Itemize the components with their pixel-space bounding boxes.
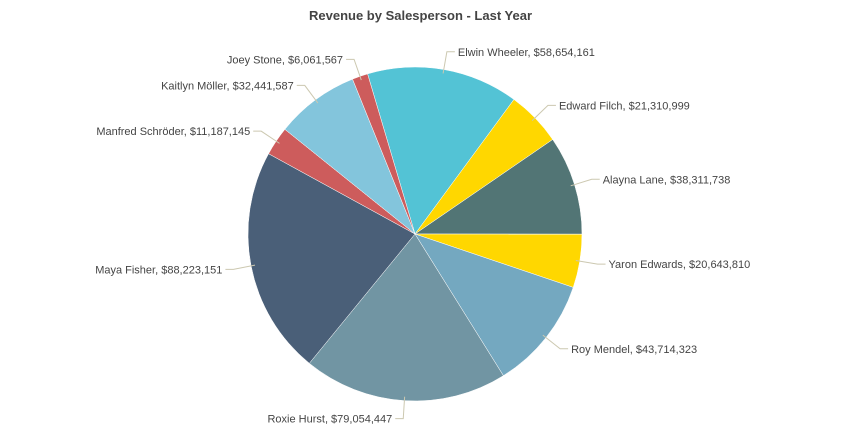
data-label-9: Joey Stone, $6,061,567 [227,54,343,66]
leader-line-5 [395,396,406,420]
data-label-1: Edward Filch, $21,310,999 [559,100,690,112]
data-label-0: Elwin Wheeler, $58,654,161 [458,47,595,59]
data-label-3: Yaron Edwards, $20,643,810 [609,259,751,271]
leader-line-7 [253,130,280,144]
leader-line-1 [531,104,556,122]
leader-line-8 [296,84,319,104]
data-label-5: Roxie Hurst, $79,054,447 [267,414,392,426]
leader-line-9 [346,58,362,81]
leader-line-0 [442,51,455,74]
data-label-2: Alayna Lane, $38,311,738 [603,174,731,186]
leader-line-2 [570,178,600,187]
data-label-6: Maya Fisher, $88,223,151 [95,264,222,276]
data-label-4: Roy Mendel, $43,714,323 [571,344,697,356]
leader-line-6 [225,264,256,270]
leader-line-3 [575,259,606,265]
chart-title: Revenue by Salesperson - Last Year [308,8,533,23]
leader-line-4 [542,334,569,350]
data-label-8: Kaitlyn Möller, $32,441,587 [161,80,294,92]
data-label-7: Manfred Schröder, $11,187,145 [96,126,250,138]
